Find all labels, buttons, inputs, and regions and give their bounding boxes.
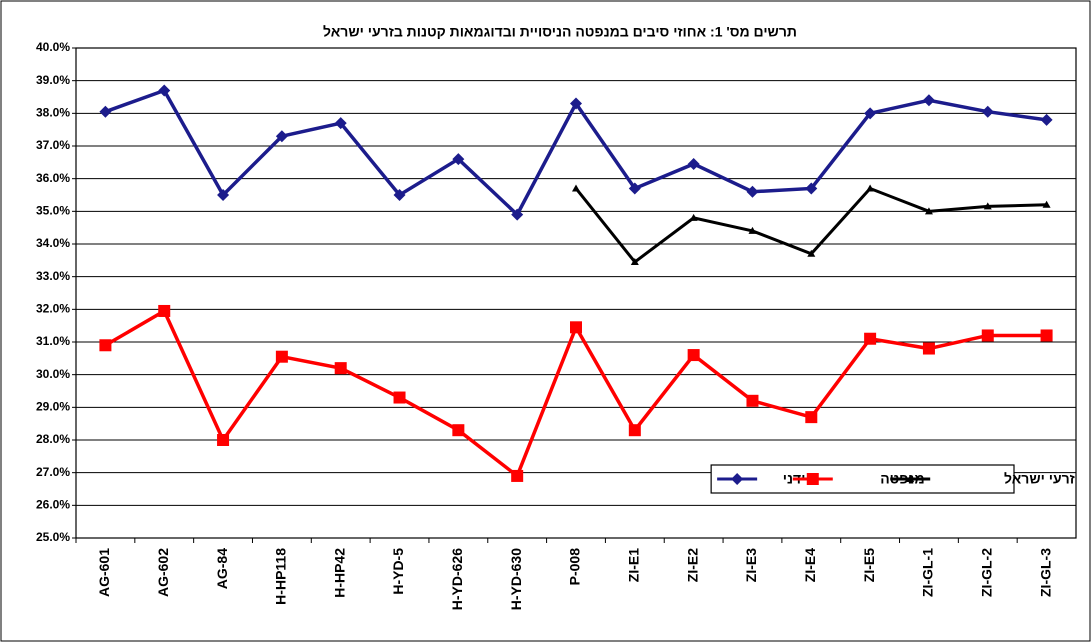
data-point (511, 208, 524, 221)
x-tick-label: H-YD-626 (449, 548, 465, 610)
chart-title: תרשים מס' 1: אחוזי סיבים במנפטה הניסויית… (323, 24, 797, 40)
data-point (1040, 113, 1053, 126)
y-tick-label: 28.0% (36, 432, 70, 446)
data-point (393, 391, 406, 404)
data-point (981, 105, 994, 118)
y-tick-label: 27.0% (36, 465, 70, 479)
data-point (572, 184, 580, 192)
data-point (1042, 200, 1051, 208)
data-point (805, 182, 818, 195)
x-tick-label: ZI-E4 (802, 548, 818, 582)
legend-marker (731, 473, 744, 485)
data-point (630, 257, 639, 265)
data-point (1040, 329, 1053, 342)
data-point (570, 321, 582, 334)
x-tick-label: ZI-E5 (861, 548, 877, 582)
y-tick-label: 34.0% (36, 236, 70, 250)
data-point (983, 202, 992, 210)
y-tick-label: 26.0% (36, 498, 70, 512)
data-point (922, 342, 935, 355)
data-point (807, 249, 816, 257)
x-tick-label: ZI-E3 (743, 548, 759, 582)
data-point (805, 411, 818, 424)
plot-area (75, 47, 1077, 539)
legend: ידני מנפטה זרעי ישראל (710, 464, 1075, 494)
data-point (393, 189, 406, 201)
data-point (217, 189, 230, 201)
data-point (334, 117, 347, 130)
data-point (866, 184, 875, 192)
data-point (628, 182, 641, 195)
y-tick-label: 25.0% (36, 530, 70, 544)
data-point (924, 207, 933, 215)
data-point (511, 469, 524, 482)
data-point (158, 304, 171, 317)
x-tick-label: H-HP42 (331, 548, 347, 598)
legend-label: זרעי ישראל (1004, 471, 1075, 487)
data-point (687, 349, 700, 362)
x-tick-label: ZI-E1 (626, 548, 642, 582)
y-tick-label: 29.0% (36, 400, 70, 414)
y-tick-label: 35.0% (36, 204, 70, 218)
y-tick-label: 30.0% (36, 367, 70, 381)
data-point (570, 97, 582, 110)
data-point (275, 130, 288, 143)
data-point (452, 424, 465, 437)
y-tick-label: 40.0% (36, 40, 70, 54)
y-tick-label: 36.0% (36, 171, 70, 185)
data-point (275, 350, 288, 363)
data-point (864, 107, 877, 120)
x-tick-label: AG-602 (155, 548, 171, 597)
y-tick-label: 32.0% (36, 302, 70, 316)
data-point (864, 332, 877, 345)
x-tick-label: H-YD-630 (508, 548, 524, 610)
y-tick-label: 33.0% (36, 269, 70, 283)
x-tick-label: AG-84 (214, 548, 230, 589)
y-tick-label: 38.0% (36, 106, 70, 120)
y-tick-label: 31.0% (36, 334, 70, 348)
x-tick-label: ZI-E2 (684, 548, 700, 582)
data-point (687, 157, 700, 170)
x-tick-label: ZI-GL-1 (920, 548, 936, 597)
data-point (158, 84, 171, 97)
x-tick-label: ZI-GL-2 (978, 548, 994, 597)
data-point (99, 339, 112, 352)
data-point (746, 185, 759, 198)
y-tick-label: 39.0% (36, 73, 70, 87)
data-point (628, 424, 641, 437)
legend-marker (906, 475, 915, 482)
x-tick-label: H-HP118 (273, 548, 289, 605)
data-point (99, 105, 112, 118)
x-tick-label: H-YD-5 (390, 548, 406, 595)
data-point (689, 213, 698, 221)
y-tick-label: 37.0% (36, 138, 70, 152)
data-point (334, 362, 347, 375)
legend-marker (806, 473, 819, 485)
legend-box (710, 464, 1015, 494)
data-point (217, 434, 230, 446)
data-point (922, 94, 935, 107)
data-point (746, 394, 759, 407)
data-point (748, 226, 757, 234)
x-tick-label: AG-601 (96, 548, 112, 597)
data-point (981, 329, 994, 342)
data-point (452, 153, 465, 166)
x-tick-label: P-008 (567, 548, 583, 586)
x-tick-label: ZI-GL-3 (1037, 548, 1053, 597)
